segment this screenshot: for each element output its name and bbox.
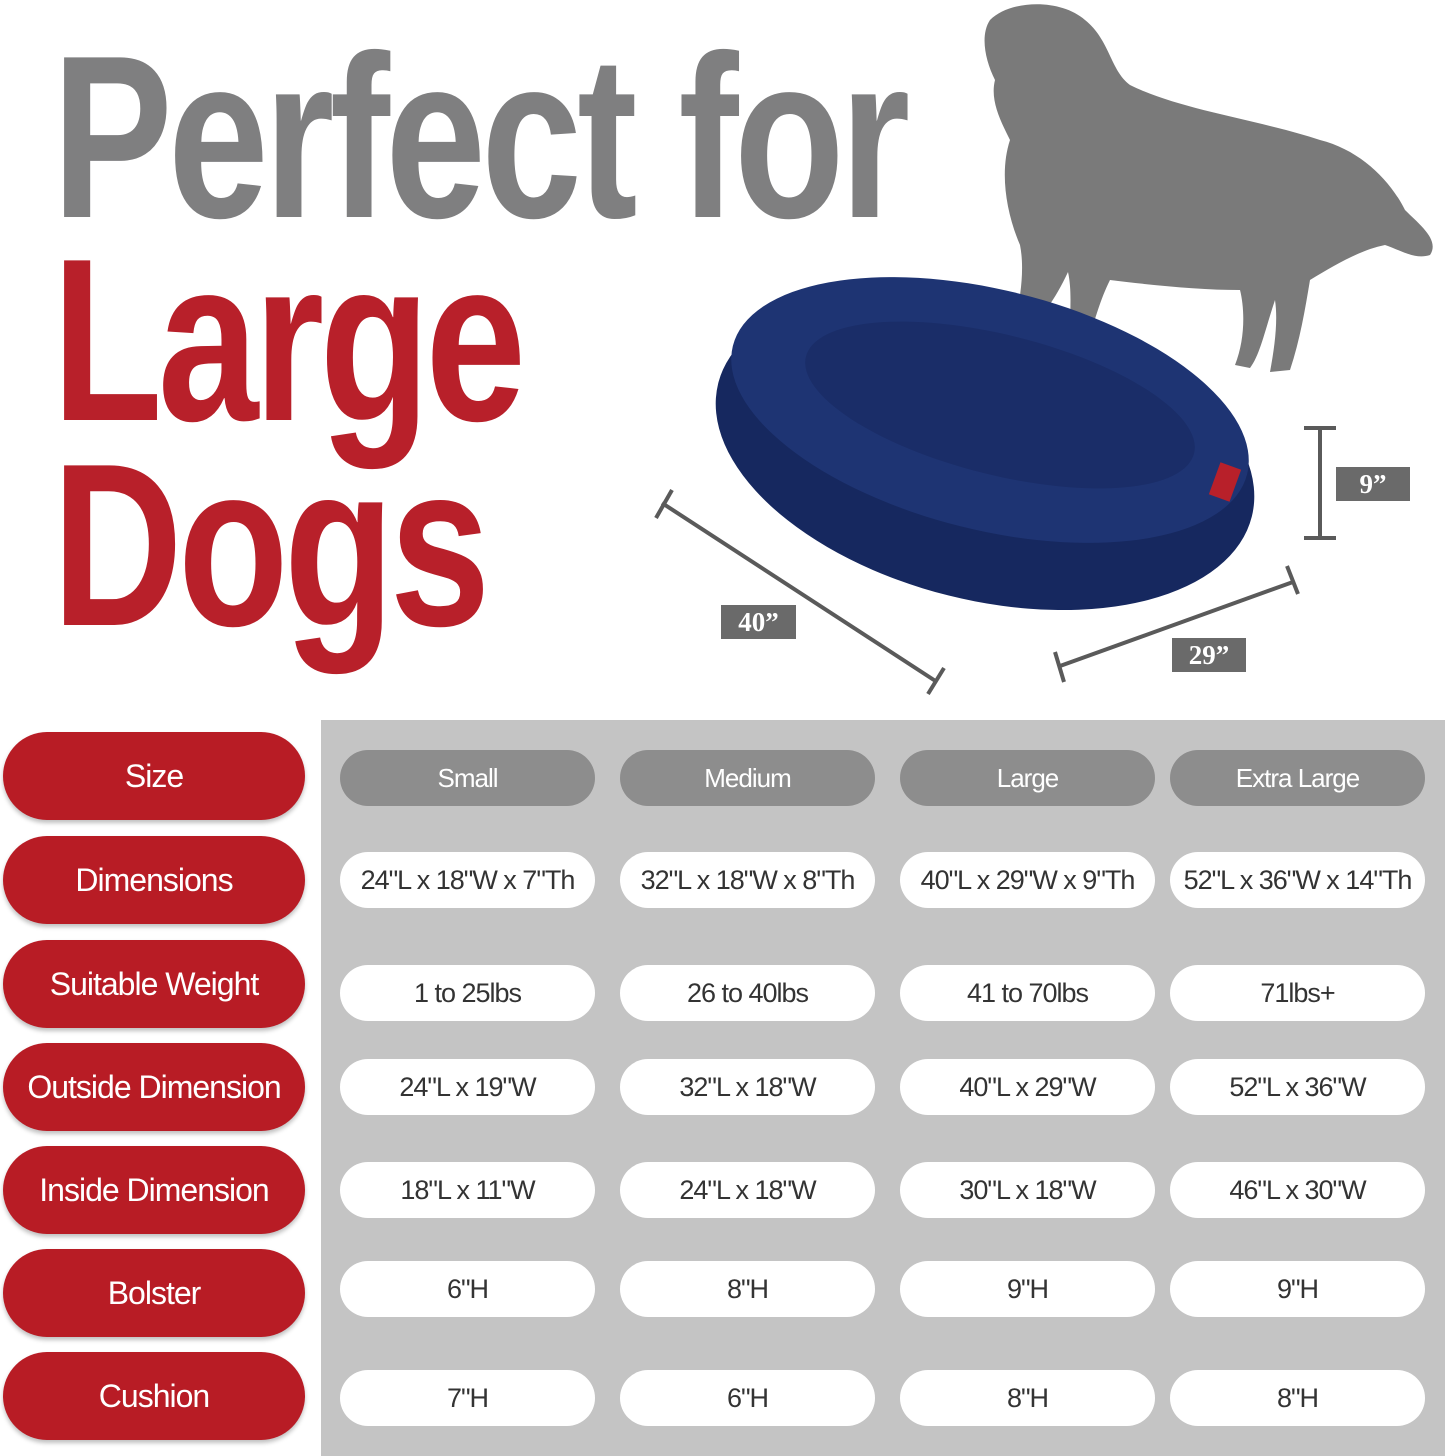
row-label: Dimensions (3, 836, 305, 924)
length-label: 40” (721, 605, 796, 639)
dog-silhouette (984, 4, 1433, 372)
table-cell: 9"H (1170, 1261, 1425, 1317)
column-header: Large (900, 750, 1155, 806)
table-cell: 40"L x 29"W (900, 1059, 1155, 1115)
table-cell: 26 to 40lbs (620, 965, 875, 1021)
table-cell: 52"L x 36"W (1170, 1059, 1425, 1115)
dimension-lines (654, 426, 1336, 696)
column-header: Extra Large (1170, 750, 1425, 806)
row-label: Outside Dimension (3, 1043, 305, 1131)
table-cell: 40"L x 29"W x 9"Th (900, 852, 1155, 908)
table-cell: 7"H (340, 1370, 595, 1426)
table-cell: 1 to 25lbs (340, 965, 595, 1021)
table-cell: 32"L x 18"W x 8"Th (620, 852, 875, 908)
table-cell: 32"L x 18"W (620, 1059, 875, 1115)
table-cell: 41 to 70lbs (900, 965, 1155, 1021)
row-label: Suitable Weight (3, 940, 305, 1028)
row-label: Bolster (3, 1249, 305, 1337)
product-illustration (654, 4, 1433, 696)
table-cell: 8"H (1170, 1370, 1425, 1426)
table-cell: 8"H (620, 1261, 875, 1317)
column-header: Medium (620, 750, 875, 806)
column-header: Small (340, 750, 595, 806)
table-cell: 46"L x 30"W (1170, 1162, 1425, 1218)
table-cell: 30"L x 18"W (900, 1162, 1155, 1218)
table-cell: 24"L x 18"W (620, 1162, 875, 1218)
headline-line-2: Large (52, 211, 526, 470)
row-label-size: Size (3, 732, 305, 820)
table-cell: 18"L x 11"W (340, 1162, 595, 1218)
brand-tag-icon (1208, 462, 1242, 502)
table-cell: 52"L x 36"W x 14"Th (1170, 852, 1425, 908)
table-cell: 8"H (900, 1370, 1155, 1426)
table-cell: 71lbs+ (1170, 965, 1425, 1021)
table-cell: 6"H (340, 1261, 595, 1317)
row-label: Inside Dimension (3, 1146, 305, 1234)
table-cell: 9"H (900, 1261, 1155, 1317)
height-label: 9” (1336, 467, 1410, 501)
headline-line-3: Dogs (52, 416, 490, 675)
dog-bed (715, 277, 1255, 611)
table-cell: 24"L x 19"W (340, 1059, 595, 1115)
width-label: 29” (1172, 638, 1246, 672)
table-cell: 6"H (620, 1370, 875, 1426)
table-cell: 24"L x 18"W x 7"Th (340, 852, 595, 908)
headline-line-1: Perfect for (52, 8, 910, 267)
row-label: Cushion (3, 1352, 305, 1440)
